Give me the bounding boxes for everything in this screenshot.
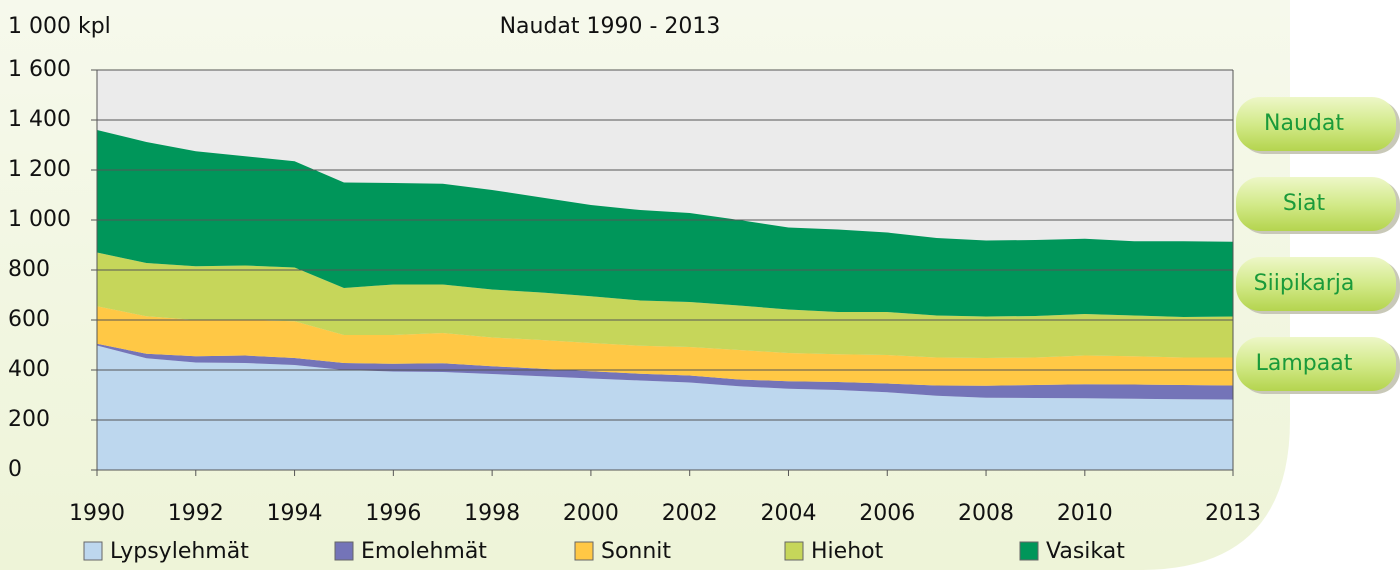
x-tick-label: 2002 (662, 501, 718, 526)
button-label: Lampaat (1256, 351, 1353, 376)
y-tick-label: 1 600 (8, 57, 71, 82)
legend-swatch (1019, 541, 1039, 561)
button-face (1236, 337, 1396, 391)
legend-label: Sonnit (601, 539, 671, 564)
x-tick-label: 1998 (464, 501, 520, 526)
legend-swatch (334, 541, 354, 561)
area (97, 306, 1233, 386)
x-tick-label: 2006 (859, 501, 915, 526)
y-tick-label: 1 000 (8, 207, 71, 232)
button-face (1236, 177, 1396, 231)
y-tick-label: 1 200 (8, 157, 71, 182)
legend-label: Lypsylehmät (110, 539, 249, 564)
x-tick-label: 1990 (69, 501, 125, 526)
area (97, 345, 1233, 470)
button-label: Siat (1283, 191, 1326, 216)
x-tick-label: 1996 (365, 501, 421, 526)
x-tick-label: 2013 (1205, 501, 1261, 526)
button-label: Siipikarja (1254, 271, 1355, 296)
area (97, 343, 1233, 400)
legend-label: Hiehot (811, 539, 884, 564)
legend-label: Emolehmät (361, 539, 487, 564)
legend-swatch (784, 541, 804, 561)
y-tick-label: 1 400 (8, 107, 71, 132)
y-tick-label: 200 (8, 407, 50, 432)
chart-title: Naudat 1990 - 2013 (500, 14, 721, 39)
button-face (1236, 257, 1396, 311)
nav-button[interactable]: Naudat (1236, 97, 1400, 154)
y-tick-label: 400 (8, 357, 50, 382)
y-tick-label: 0 (8, 457, 22, 482)
x-tick-label: 2000 (563, 501, 619, 526)
x-tick-label: 2010 (1057, 501, 1113, 526)
area (97, 252, 1233, 358)
legend-swatch (83, 541, 103, 561)
x-tick-label: 1994 (267, 501, 323, 526)
button-label: Naudat (1264, 111, 1344, 136)
nav-button[interactable]: Siipikarja (1236, 257, 1400, 314)
legend-label: Vasikat (1046, 539, 1125, 564)
nav-button[interactable]: Lampaat (1236, 337, 1400, 394)
nav-button[interactable]: Siat (1236, 177, 1400, 234)
legend-swatch (574, 541, 594, 561)
y-tick-label: 800 (8, 257, 50, 282)
x-tick-label: 2008 (958, 501, 1014, 526)
y-tick-label: 600 (8, 307, 50, 332)
button-face (1236, 97, 1396, 151)
x-tick-label: 2004 (760, 501, 816, 526)
x-tick-label: 1992 (168, 501, 224, 526)
y-axis-label: 1 000 kpl (8, 14, 111, 39)
